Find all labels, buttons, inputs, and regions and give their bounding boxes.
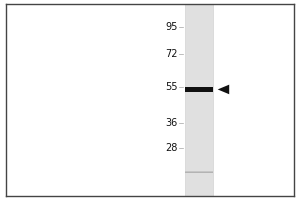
Text: 95: 95	[165, 22, 177, 32]
Bar	[184, 172, 213, 173]
Bar	[184, 171, 213, 172]
Text: 36: 36	[165, 118, 177, 128]
Bar	[184, 171, 213, 172]
Bar	[184, 171, 213, 172]
Text: 72: 72	[165, 49, 177, 59]
Bar	[184, 172, 213, 173]
Bar	[184, 171, 213, 172]
Text: 55: 55	[165, 82, 177, 92]
Bar	[184, 4, 213, 196]
Bar	[184, 171, 213, 172]
Bar	[184, 87, 213, 92]
Bar	[184, 172, 213, 173]
Bar	[184, 172, 213, 173]
Bar	[184, 172, 213, 173]
Bar	[184, 171, 213, 172]
Bar	[184, 172, 213, 173]
Bar	[184, 172, 213, 173]
Text: 28: 28	[165, 143, 177, 153]
Polygon shape	[218, 85, 229, 94]
Bar	[184, 172, 213, 173]
Bar	[184, 171, 213, 172]
Bar	[184, 171, 213, 172]
Bar	[184, 171, 213, 172]
Bar	[184, 172, 213, 173]
Bar	[184, 172, 213, 173]
